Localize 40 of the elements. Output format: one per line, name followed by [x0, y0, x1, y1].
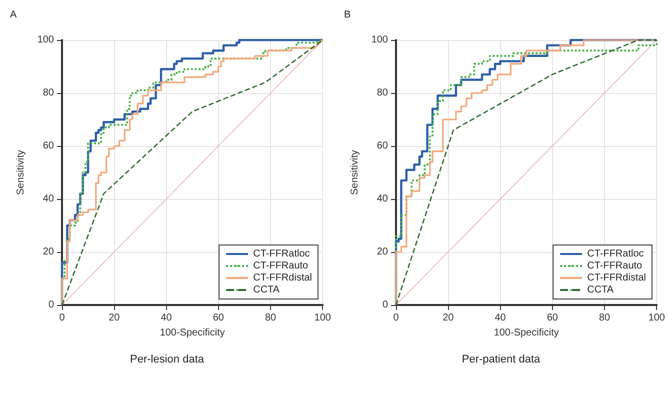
legend-label: CT-FFRdistal [587, 272, 646, 284]
legend-label: CT-FFRdistal [253, 272, 312, 284]
y-tick-label: 100 [371, 34, 388, 46]
x-tick-label: 0 [393, 312, 400, 324]
text: Per-lesion data [130, 354, 205, 366]
y-tick-label: 40 [42, 194, 54, 204]
legend-label: CCTA [253, 284, 280, 296]
y-tick-label: 60 [42, 140, 54, 152]
text: Per-patient data [462, 354, 542, 366]
legend-label: CT-FFRauto [253, 260, 309, 272]
x-axis-title: 100-Specificity [160, 327, 225, 338]
x-tick-label: 60 [212, 312, 224, 324]
x-tick-label: 60 [546, 312, 558, 324]
x-axis-title: 100-Specificity [494, 327, 559, 338]
x-tick-label: 80 [264, 312, 277, 324]
y-tick-label: 40 [376, 194, 388, 204]
y-tick-label: 0 [48, 300, 54, 310]
y-axis-title: Sensitivity [16, 150, 26, 196]
y-tick-label: 0 [382, 300, 388, 310]
x-tick-label: 20 [108, 312, 120, 324]
legend-label: CT-FFRatloc [253, 248, 310, 260]
legend-label: CT-FFRatloc [587, 248, 644, 260]
chart-title: B [344, 10, 351, 20]
x-tick-label: 40 [494, 312, 506, 324]
y-tick-label: 60 [376, 140, 388, 152]
x-tick-label: 40 [160, 312, 172, 324]
x-tick-label: 100 [314, 312, 332, 324]
x-tick-label: 100 [648, 312, 666, 324]
legend-label: CCTA [587, 284, 614, 296]
chart-title: A [10, 10, 17, 20]
x-tick-label: 20 [442, 312, 454, 324]
x-tick-label: 0 [59, 312, 66, 324]
y-tick-label: 20 [42, 246, 54, 258]
y-tick-label: 80 [42, 88, 54, 98]
legend-label: CT-FFRauto [587, 260, 643, 272]
y-tick-label: 20 [376, 246, 388, 258]
y-axis-title: Sensitivity [350, 150, 360, 196]
x-tick-label: 80 [598, 312, 611, 324]
y-tick-label: 80 [376, 88, 388, 98]
y-tick-label: 100 [37, 34, 54, 46]
